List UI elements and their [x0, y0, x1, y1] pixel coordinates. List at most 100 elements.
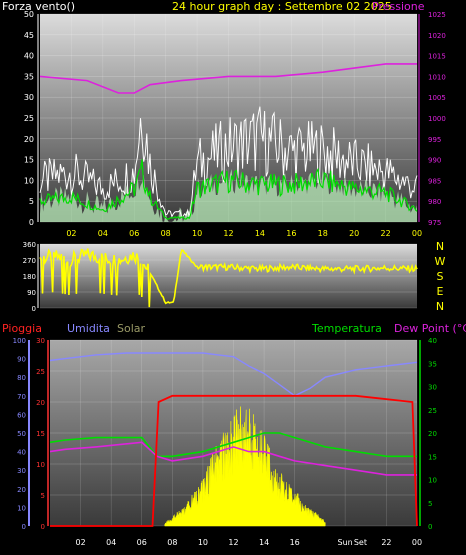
wind-y-tick: 45 [24, 31, 34, 40]
wind-average-line [39, 159, 418, 220]
climate-x-tick: 08 [167, 538, 177, 547]
compass-letter: S [437, 270, 444, 283]
climate-x-ticks: 02 04 06 08 10 12 14 16 Sun 22 00 Set [75, 538, 422, 547]
temperature-y-tick: 5 [428, 500, 432, 508]
wind-y-tick: 30 [24, 93, 34, 102]
pressure-y-tick: 1025 [428, 11, 446, 19]
direction-y-tick: 90 [27, 289, 36, 297]
wind-y-tick: 15 [24, 156, 34, 165]
humidity-y-tick: 100 [13, 337, 26, 345]
humidity-y-tick: 10 [17, 504, 26, 512]
direction-y-tick: 0 [32, 305, 36, 313]
rain-y-tick: 25 [36, 368, 45, 376]
wind-x-tick: 16 [286, 229, 296, 238]
wind-y-tick: 35 [24, 72, 34, 81]
temperature-y-tick: 35 [428, 360, 437, 368]
humidity-y-tick: 30 [17, 467, 26, 475]
pressure-y-tick: 1005 [428, 94, 446, 102]
humidity-y-tick: 70 [17, 393, 26, 401]
temperature-y-tick: 40 [428, 337, 437, 345]
wind-direction-line [39, 248, 418, 308]
wind-y-tick: 5 [29, 197, 34, 206]
temperature-y-tick: 25 [428, 407, 437, 415]
climate-x-tick: 12 [228, 538, 238, 547]
climate-x-tick: 22 [381, 538, 391, 547]
pressure-y-tick: 975 [428, 219, 441, 227]
temperature-line [49, 432, 417, 458]
wind-x-tick: 10 [192, 229, 202, 238]
rain-y-tick: 20 [36, 399, 45, 407]
wind-y-tick: 40 [24, 52, 34, 61]
pressure-y-tick: 980 [428, 198, 441, 206]
compass-letter: W [435, 255, 446, 268]
climate-series [49, 352, 418, 527]
legend-solar: Solar [117, 322, 146, 335]
pressure-y-tick: 985 [428, 177, 441, 185]
pressure-axis-label: Pressione [372, 0, 425, 13]
wind-pressure-series [39, 63, 418, 222]
temperature-y-tick: 20 [428, 430, 437, 438]
wind-y-tick: 25 [24, 114, 34, 123]
pressure-line [39, 63, 417, 94]
temperature-y-tick: 0 [428, 523, 432, 531]
chart-title: 24 hour graph day : Settembre 02 2025 [172, 0, 392, 13]
wind-x-tick: 02 [66, 229, 76, 238]
humidity-y-tick: 20 [17, 486, 26, 494]
legend-temperature: Temperatura [311, 322, 382, 335]
wind-x-tick: 06 [129, 229, 139, 238]
direction-y-tick: 180 [23, 273, 36, 281]
wind-x-tick: 08 [161, 229, 171, 238]
direction-y-tick: 270 [23, 257, 36, 265]
humidity-y-tick: 80 [17, 374, 26, 382]
climate-x-tick: 04 [106, 538, 116, 547]
dew-point-line [49, 441, 417, 476]
climate-panel: Pioggia Umidita Solar Temperatura Dew Po… [2, 322, 466, 547]
temperature-y-ticks: 40 35 30 25 20 15 10 5 0 [419, 337, 437, 531]
wind-x-tick: 12 [223, 229, 233, 238]
wind-y-tick: 50 [24, 10, 34, 19]
rain-y-tick: 10 [36, 461, 45, 469]
climate-x-tick: Sun [338, 538, 353, 547]
direction-y-ticks: 360 270 180 90 0 [23, 241, 39, 313]
legend-rain: Pioggia [2, 322, 42, 335]
wind-x-ticks: 02 04 06 08 10 12 14 16 18 20 22 00 [66, 229, 422, 238]
compass-letter: E [437, 285, 444, 298]
humidity-y-tick: 40 [17, 449, 26, 457]
wind-x-tick: 18 [318, 229, 328, 238]
legend-humidity: Umidita [67, 322, 110, 335]
wind-y-tick: 0 [29, 218, 34, 227]
wind-y-tick: 10 [24, 176, 34, 185]
rain-y-tick: 30 [36, 337, 45, 345]
pressure-y-tick: 1010 [428, 73, 446, 81]
solar-area [164, 406, 326, 527]
temperature-y-tick: 10 [428, 477, 437, 485]
rain-y-tick: 0 [41, 523, 45, 531]
humidity-y-tick: 0 [22, 523, 26, 531]
climate-x-tick: 16 [290, 538, 300, 547]
humidity-y-tick: 60 [17, 411, 26, 419]
pressure-y-tick: 1020 [428, 32, 446, 40]
rain-y-tick: 15 [36, 430, 45, 438]
climate-x-tick: 14 [259, 538, 269, 547]
rain-line [50, 394, 418, 527]
pressure-y-tick: 990 [428, 157, 441, 165]
wind-x-tick: 22 [380, 229, 390, 238]
wind-gust-line [39, 106, 418, 218]
climate-x-tick: 02 [75, 538, 85, 547]
pressure-y-tick: 1000 [428, 115, 446, 123]
compass-letter: N [436, 240, 444, 253]
pressure-y-tick: 995 [428, 136, 441, 144]
pressure-y-tick: 1015 [428, 53, 446, 61]
climate-x-tick: 06 [137, 538, 147, 547]
pressure-y-ticks: 1025 1020 1015 1010 1005 1000 995 990 985 980 975 [418, 11, 446, 227]
humidity-y-tick: 50 [17, 430, 26, 438]
wind-y-tick: 20 [24, 135, 34, 144]
climate-x-tick-extra: Set [354, 538, 367, 547]
rain-y-ticks: 30 25 20 15 10 5 0 [36, 337, 49, 531]
wind-x-tick: 04 [98, 229, 108, 238]
humidity-line [49, 352, 418, 397]
